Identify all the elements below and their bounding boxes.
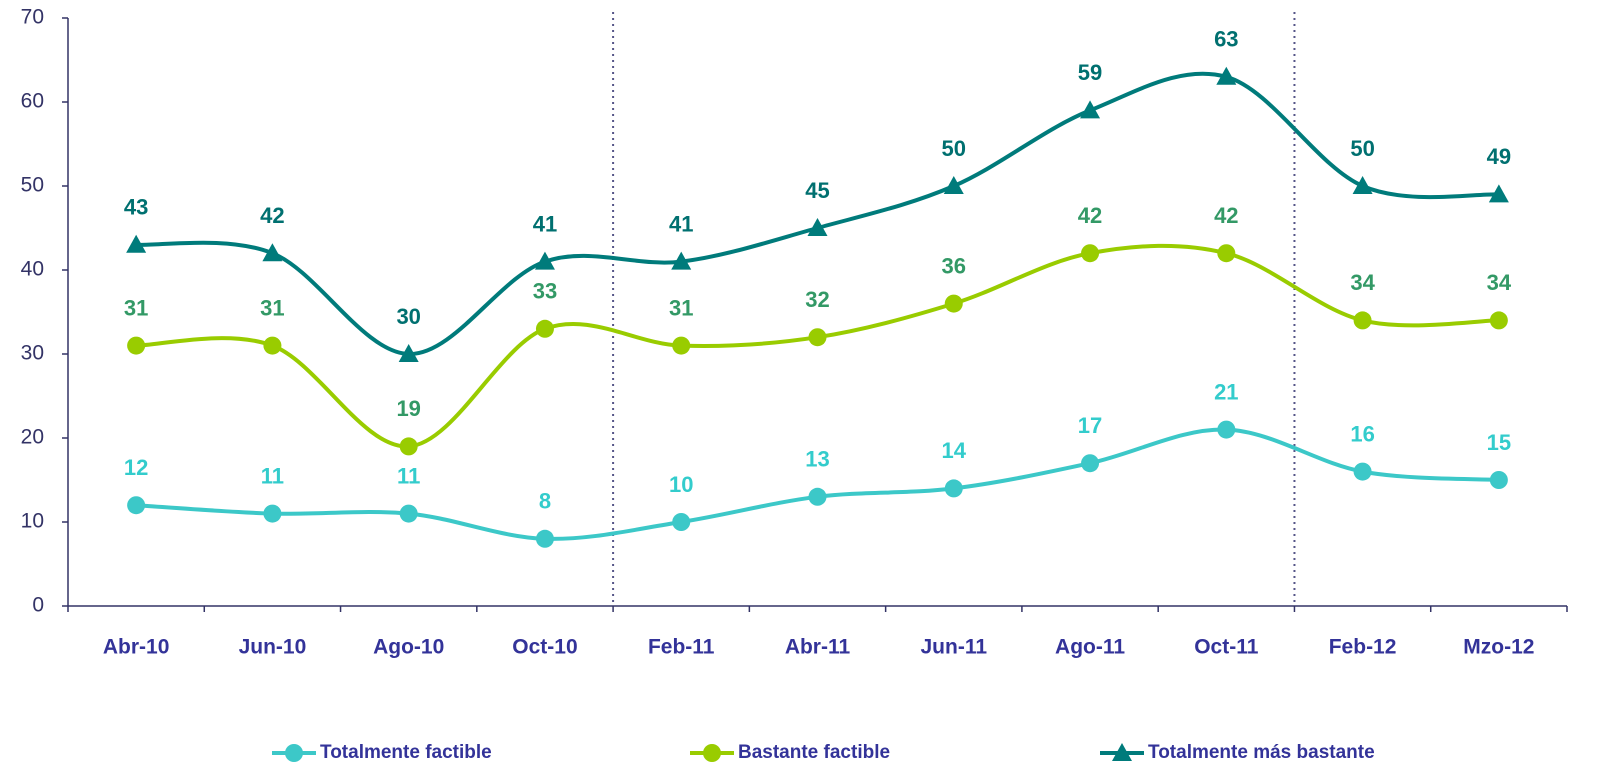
point [1217,244,1235,262]
point [1353,176,1373,194]
data-label: 15 [1487,430,1511,455]
point [1490,311,1508,329]
legend-label: Totalmente más bastante [1148,742,1375,763]
x-tick-label: Jun-11 [921,636,988,659]
point [1490,471,1508,489]
point [1217,421,1235,439]
x-tick-label: Abr-10 [103,636,170,659]
y-tick-label: 50 [21,174,44,197]
data-label: 42 [1078,203,1102,228]
y-tick-label: 30 [21,342,44,365]
point [1081,454,1099,472]
point [672,337,690,355]
data-label: 50 [1350,136,1374,161]
data-label: 8 [539,489,551,514]
point [536,320,554,338]
y-tick-label: 70 [21,6,44,29]
y-tick-label: 60 [21,90,44,113]
point [400,437,418,455]
data-label: 21 [1214,379,1238,404]
data-label: 59 [1078,60,1102,85]
data-label: 31 [260,295,284,320]
data-label: 19 [396,396,420,421]
y-tick-label: 20 [21,426,44,449]
point [1354,311,1372,329]
data-label: 49 [1487,144,1511,169]
point [127,337,145,355]
data-label: 63 [1214,27,1238,52]
data-label: 41 [669,211,693,236]
data-label: 42 [1214,203,1238,228]
data-label: 13 [805,447,829,472]
y-tick-label: 10 [21,510,44,533]
y-tick-label: 40 [21,258,44,281]
data-label: 34 [1487,270,1512,295]
point [945,479,963,497]
x-tick-label: Feb-12 [1329,636,1397,659]
point [1354,463,1372,481]
point [945,295,963,313]
data-label: 12 [124,455,148,480]
x-tick-label: Oct-10 [512,636,577,659]
y-tick-label: 0 [32,594,44,617]
x-tick-label: Jun-10 [239,636,307,659]
legend-label: Totalmente factible [320,742,492,763]
data-label: 34 [1350,270,1375,295]
point [263,505,281,523]
point [127,496,145,514]
legend-marker [285,744,303,762]
point [672,513,690,531]
x-tick-label: Ago-10 [373,636,444,659]
data-label: 33 [533,279,557,304]
legend-marker [703,744,721,762]
data-label: 30 [396,304,420,329]
x-tick-label: Feb-11 [648,636,715,659]
data-label: 41 [533,211,557,236]
point [400,505,418,523]
data-label: 14 [942,438,967,463]
legend-label: Bastante factible [738,742,890,763]
point [809,488,827,506]
data-label: 11 [261,463,284,488]
data-label: 32 [805,287,829,312]
data-label: 16 [1350,421,1374,446]
data-label: 31 [124,295,148,320]
point [536,530,554,548]
data-label: 43 [124,195,148,220]
data-label: 17 [1078,413,1102,438]
data-label: 50 [942,136,966,161]
point [809,328,827,346]
chart: 0 10 20 30 40 50 60 70 Abr-10 Jun-10 Ago-10 Oct-10 F… [0,0,1601,783]
data-label: 31 [669,295,693,320]
point [263,337,281,355]
data-label: 10 [669,472,693,497]
x-tick-label: Ago-11 [1055,636,1125,659]
x-tick-label: Oct-11 [1194,636,1259,659]
point [1081,244,1099,262]
data-label: 36 [942,253,966,278]
x-tick-label: Mzo-12 [1463,636,1534,659]
data-label: 42 [260,203,284,228]
data-label: 11 [397,463,420,488]
x-tick-label: Abr-11 [785,636,851,659]
data-label: 45 [805,178,829,203]
